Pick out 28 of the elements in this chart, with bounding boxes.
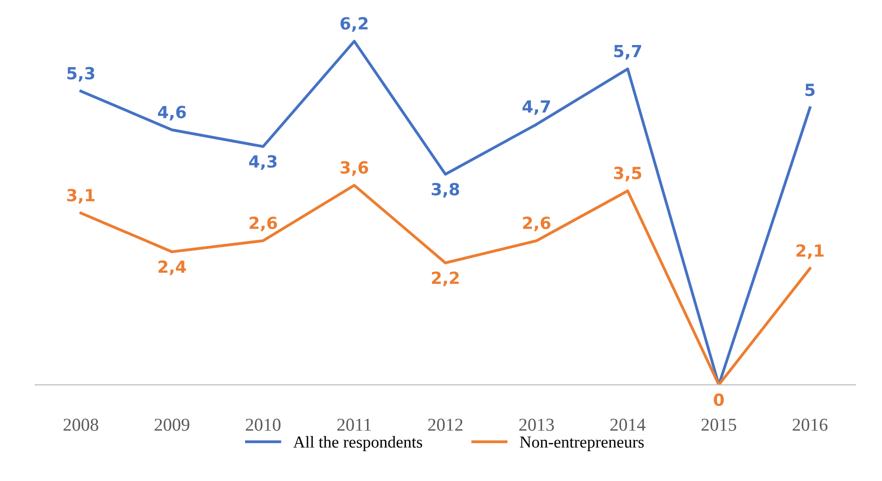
legend-label: All the respondents [293, 436, 422, 452]
data-label: 3,5 [614, 166, 642, 182]
data-label: 4,6 [158, 106, 186, 120]
x-tick-label: 2014 [610, 418, 646, 431]
x-tick-label: 2012 [428, 418, 462, 431]
x-tick-label: 2013 [519, 418, 554, 431]
x-tick-label: 2010 [246, 418, 280, 431]
x-tick-label: 2008 [64, 418, 98, 431]
x-tick-label: 2009 [154, 418, 190, 431]
x-tick-label: 2011 [337, 418, 371, 431]
data-label: 2,2 [432, 272, 459, 286]
data-label: 2,1 [796, 244, 824, 259]
data-label: 5,7 [614, 44, 642, 60]
data-label: 5 [805, 84, 815, 96]
data-label: 3,1 [67, 188, 94, 204]
data-label: 2,4 [158, 260, 186, 276]
data-label: 3,8 [432, 182, 460, 198]
data-label: 2,6 [250, 216, 277, 232]
data-label: 0 [714, 393, 724, 406]
data-label: 3,6 [340, 161, 368, 176]
x-tick-label: 2016 [792, 418, 828, 431]
data-label: 4,7 [522, 100, 550, 115]
x-tick-label: 2015 [702, 418, 736, 431]
data-label: 4,3 [249, 155, 277, 170]
data-label: 5,3 [67, 66, 94, 82]
legend-label: Non-entrepreneurs [520, 436, 644, 452]
data-label: 2,6 [523, 216, 550, 232]
data-label: 6,2 [340, 17, 368, 32]
